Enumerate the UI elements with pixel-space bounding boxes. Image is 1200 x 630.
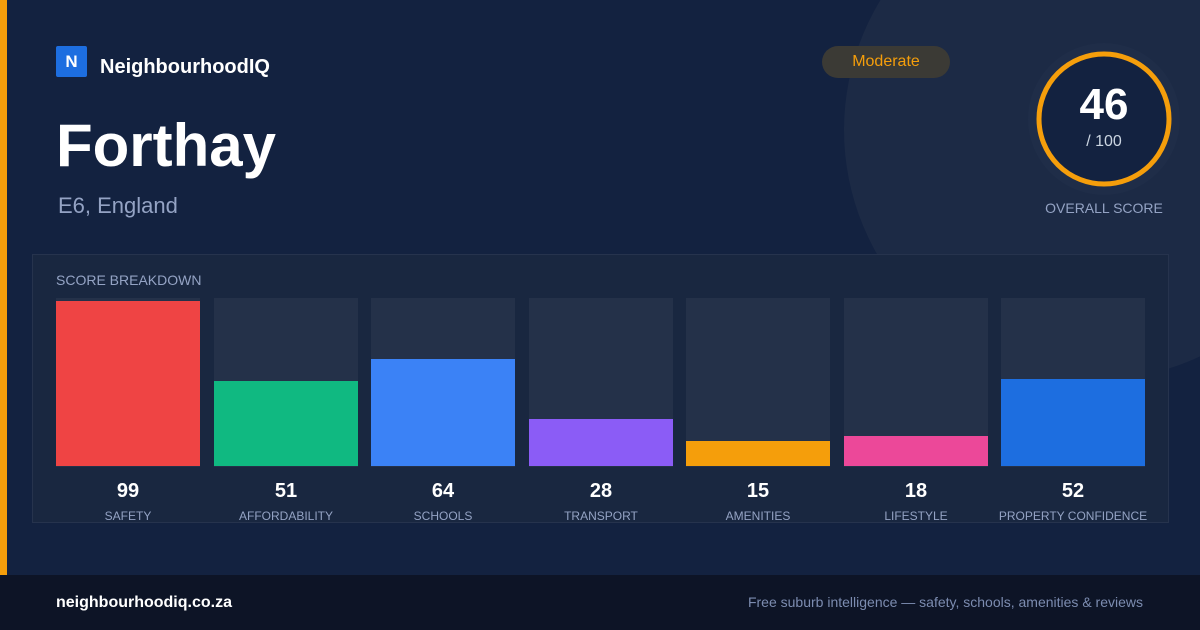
overall-score-label: OVERALL SCORE	[1045, 200, 1163, 216]
bar-value-amenities: 15	[746, 480, 770, 502]
bar-label-amenities: AMENITIES	[725, 509, 791, 523]
location-region: E6, England	[58, 193, 178, 218]
footer-url[interactable]: neighbourhoodiq.co.za	[56, 594, 232, 611]
bar-fill-amenities	[686, 441, 830, 466]
bar-schools	[371, 298, 515, 468]
bar-label-safety: SAFETY	[104, 509, 152, 523]
bar-value-affordability: 51	[274, 480, 298, 502]
bar-fill-property-confidence	[1001, 379, 1145, 466]
bar-fill-schools	[371, 359, 515, 466]
bar-fill-affordability	[214, 381, 358, 466]
bar-track-property-confidence	[1001, 298, 1145, 467]
brand-logo-letter: N	[65, 51, 78, 71]
page-title: Forthay	[56, 112, 277, 179]
bar-value-lifestyle: 18	[904, 480, 928, 502]
bar-track-safety	[56, 298, 200, 467]
bar-safety	[56, 298, 200, 468]
bar-fill-transport	[529, 419, 673, 466]
bar-fill-lifestyle	[844, 436, 988, 466]
bar-track-lifestyle	[844, 298, 988, 467]
rating-badge: Moderate	[822, 46, 950, 78]
footer-tagline: Free suburb intelligence — safety, schoo…	[747, 594, 1143, 610]
bar-label-schools: SCHOOLS	[413, 509, 473, 523]
bar-value-property-confidence: 52	[1061, 480, 1085, 502]
score-ring-graphic	[1028, 43, 1180, 195]
bar-fill-safety	[56, 301, 200, 466]
score-ring-stroke	[1036, 51, 1172, 187]
bar-value-safety: 99	[116, 480, 140, 502]
bar-value-schools: 64	[431, 480, 455, 502]
brand-name: NeighbourhoodIQ	[100, 56, 270, 78]
bar-track-transport	[529, 298, 673, 467]
overall-score-denominator: / 100	[1086, 133, 1122, 150]
bar-value-transport: 28	[589, 480, 613, 502]
bar-affordability	[214, 298, 358, 468]
bar-label-property-confidence: PROPERTY CONFIDENCE	[998, 509, 1148, 523]
bar-track-affordability	[214, 298, 358, 467]
footer: neighbourhoodiq.co.za Free suburb intell…	[0, 575, 1200, 630]
bar-transport	[529, 298, 673, 468]
bar-label-transport: TRANSPORT	[564, 509, 638, 523]
bar-amenities	[686, 298, 830, 468]
brand-logo-icon: N	[56, 46, 87, 77]
bar-property-confidence	[1001, 298, 1145, 468]
overall-score-ring: 46 / 100	[1027, 42, 1181, 196]
share-card: N NeighbourhoodIQ Forthay E6, England Mo…	[0, 0, 1181, 575]
bar-track-amenities	[686, 298, 830, 467]
bar-track-schools	[371, 298, 515, 467]
bar-label-affordability: AFFORDABILITY	[238, 509, 333, 523]
accent-bar	[0, 0, 7, 575]
overall-score-value: 46	[1079, 80, 1129, 129]
score-breakdown-panel: SCORE BREAKDOWN 99 SAFETY 51 AFFORDABILITY 6…	[32, 254, 1169, 523]
bar-lifestyle	[844, 298, 988, 468]
bar-label-lifestyle: LIFESTYLE	[884, 509, 948, 523]
breakdown-title: SCORE BREAKDOWN	[56, 272, 202, 288]
